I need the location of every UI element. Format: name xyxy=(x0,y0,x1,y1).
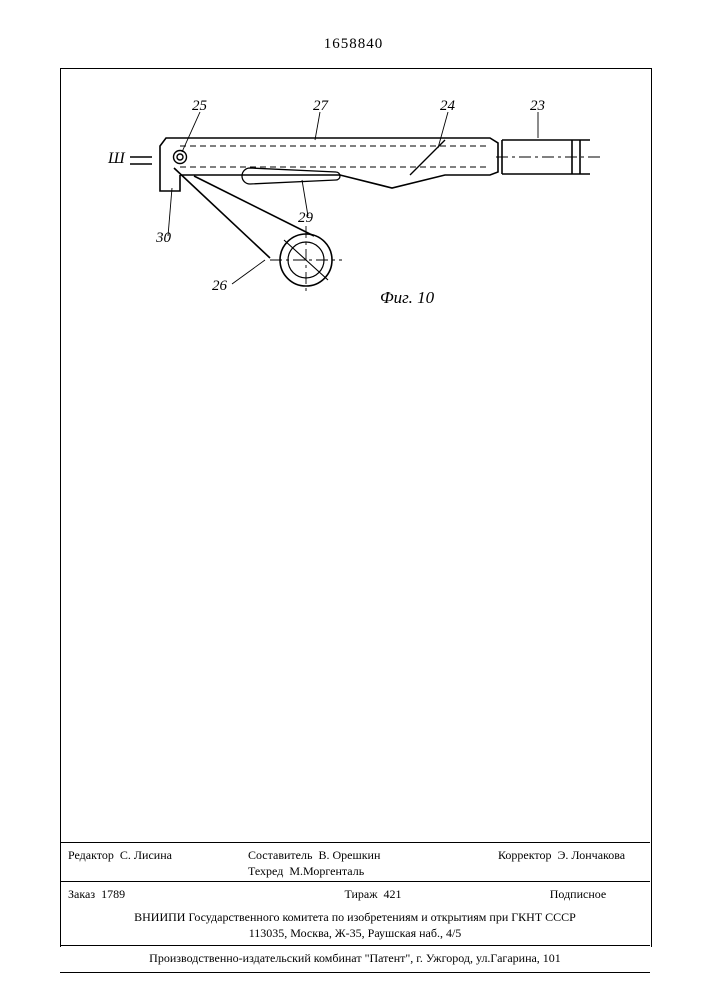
subscription-cell: Подписное xyxy=(498,886,658,902)
section-mark: Ш xyxy=(108,150,125,168)
print-line: Производственно-издательский комбинат "П… xyxy=(149,951,561,965)
corrector-label: Корректор xyxy=(498,848,552,862)
org-line1: ВНИИПИ Государственного комитета по изоб… xyxy=(134,910,576,924)
figure-caption: Фиг. 10 xyxy=(380,288,434,308)
subscription: Подписное xyxy=(550,887,607,901)
callout-26: 26 xyxy=(212,278,227,295)
editor-label: Редактор xyxy=(68,848,114,862)
techred-name: М.Моргенталь xyxy=(289,864,364,878)
tirazh-no: 421 xyxy=(384,887,402,901)
corrector-cell: Корректор Э. Лончакова xyxy=(498,847,658,879)
editor-name: С. Лисина xyxy=(120,848,172,862)
callout-25: 25 xyxy=(192,98,207,115)
middle-credit-cell: Составитель В. Орешкин Техред М.Моргента… xyxy=(248,847,498,879)
order-no: 1789 xyxy=(101,887,125,901)
order-cell: Заказ 1789 xyxy=(68,886,248,902)
doc-number: 1658840 xyxy=(0,36,707,53)
techred-label: Техред xyxy=(248,864,283,878)
order-label: Заказ xyxy=(68,887,95,901)
tirazh-cell: Тираж 421 xyxy=(248,886,498,902)
corrector-name: Э. Лончакова xyxy=(558,848,626,862)
figure-10: Ш 25 27 24 23 29 30 26 Фиг. 10 xyxy=(60,68,650,368)
tirazh-label: Тираж xyxy=(344,887,377,901)
callout-30: 30 xyxy=(156,230,171,247)
compiler-label: Составитель xyxy=(248,848,312,862)
editor-cell: Редактор С. Лисина xyxy=(68,847,248,879)
compiler-name: В. Орешкин xyxy=(318,848,380,862)
callout-23: 23 xyxy=(530,98,545,115)
callout-29: 29 xyxy=(298,210,313,227)
credits-block: Редактор С. Лисина Составитель В. Орешки… xyxy=(60,842,650,973)
org-line2: 113035, Москва, Ж-35, Раушская наб., 4/5 xyxy=(249,926,462,940)
callout-24: 24 xyxy=(440,98,455,115)
callout-27: 27 xyxy=(313,98,328,115)
